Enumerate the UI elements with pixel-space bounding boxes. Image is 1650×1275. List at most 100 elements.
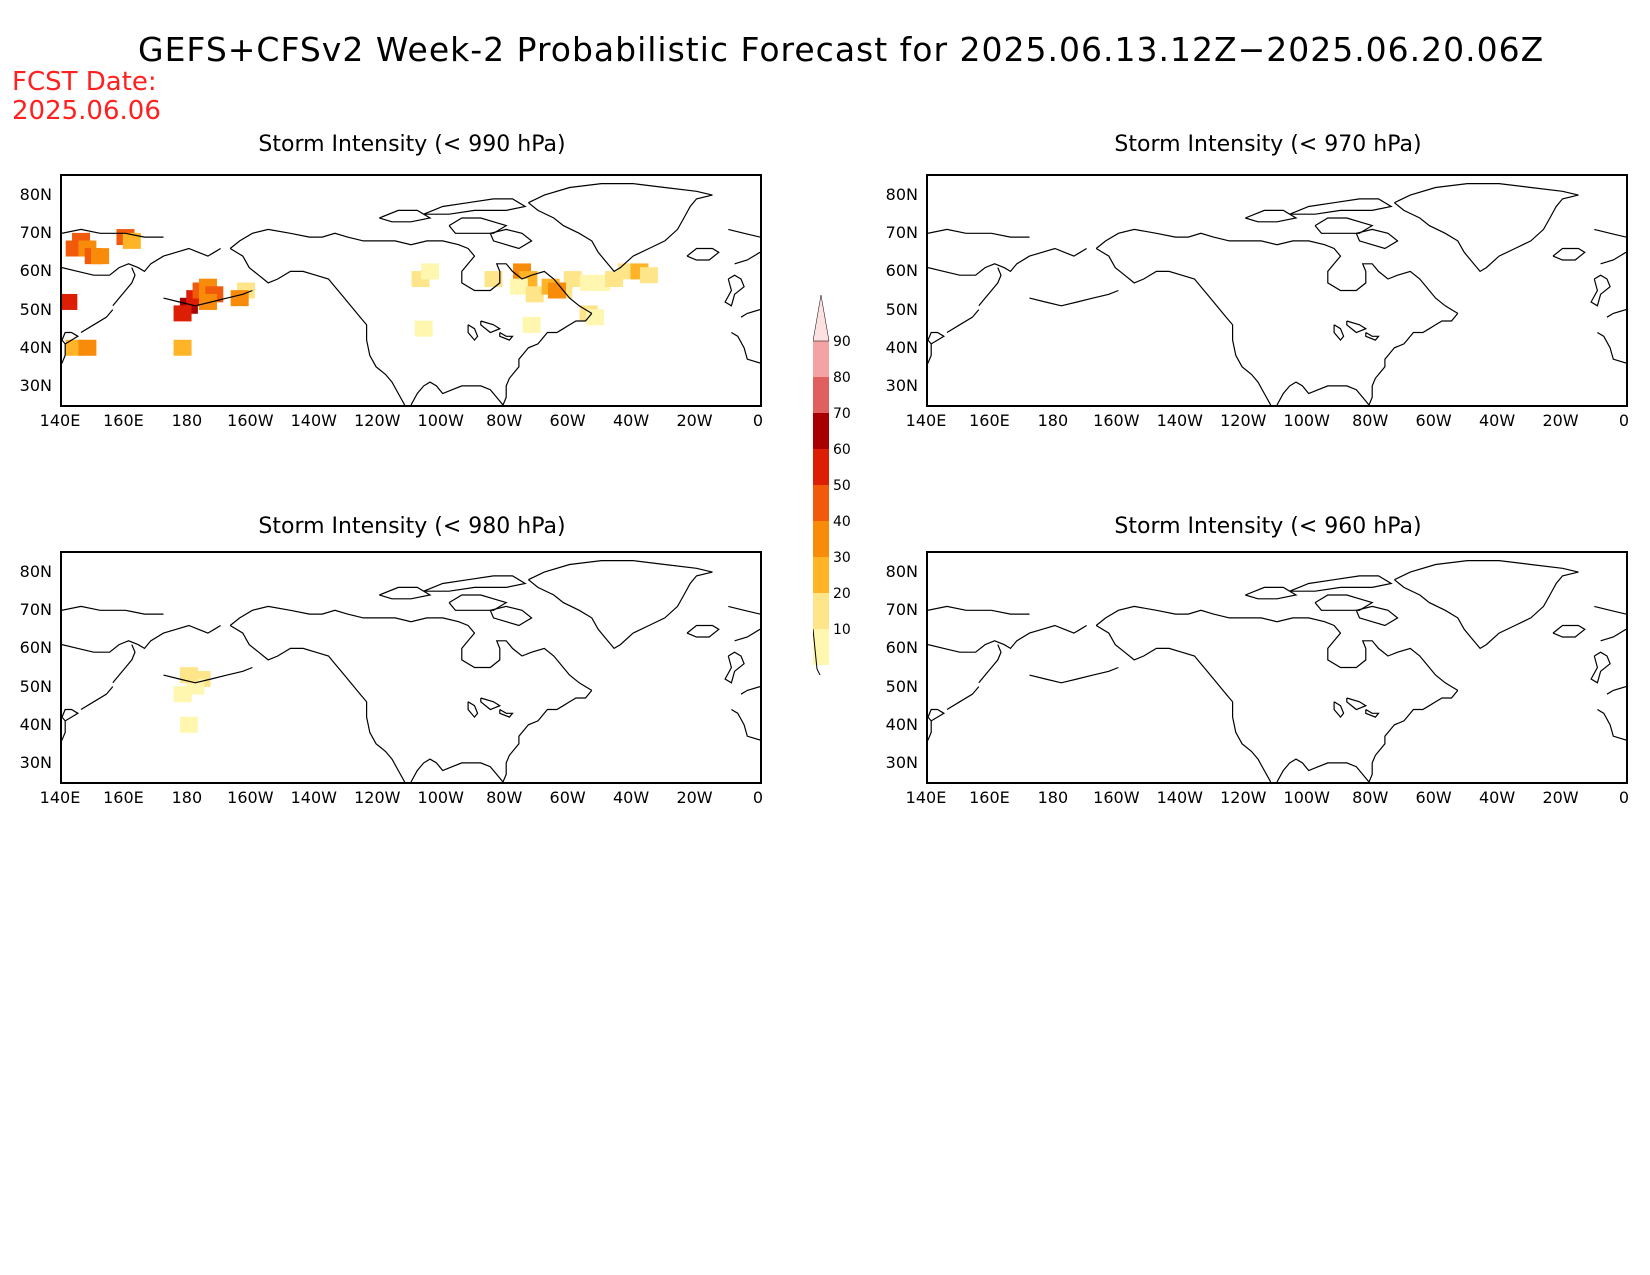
coastline xyxy=(480,697,502,711)
coastline xyxy=(1394,182,1579,273)
coastline xyxy=(229,247,406,405)
coastline xyxy=(978,644,1002,684)
lat-tick-label: 40N xyxy=(19,714,52,734)
coastline xyxy=(1590,274,1611,307)
coastline xyxy=(1594,228,1626,238)
lon-tick-label: 160E xyxy=(969,788,1010,807)
probability-cell xyxy=(179,716,198,733)
colorbar-level-label: 50 xyxy=(833,478,851,494)
colorbar-segment xyxy=(813,413,829,449)
coastline xyxy=(480,320,502,334)
lon-tick-label: 120W xyxy=(354,788,401,807)
coastline xyxy=(467,324,479,342)
coastline xyxy=(1095,605,1459,691)
probability-cell xyxy=(414,320,433,337)
lon-tick-label: 160W xyxy=(1093,411,1140,430)
lon-tick-label: 60W xyxy=(549,411,586,430)
coastline xyxy=(163,666,253,684)
coastline xyxy=(1333,324,1345,342)
coastline xyxy=(1600,251,1626,265)
coastline xyxy=(724,274,745,307)
coastline xyxy=(686,247,720,261)
lon-tick-label: 140W xyxy=(1156,788,1203,807)
coastline xyxy=(734,628,760,642)
coastline xyxy=(1245,209,1298,223)
coastline xyxy=(1095,624,1272,782)
coastline xyxy=(1314,594,1374,611)
colorbar-level-label: 80 xyxy=(833,370,851,386)
coastline xyxy=(62,708,80,722)
coastline xyxy=(502,690,593,782)
probability-cell xyxy=(563,271,582,288)
lon-tick-label: 140W xyxy=(1156,411,1203,430)
coastline xyxy=(423,198,527,215)
lon-tick-label: 140E xyxy=(39,788,81,807)
coastline xyxy=(724,651,745,684)
coastline xyxy=(80,686,114,711)
probability-cell xyxy=(522,316,541,333)
lon-tick-label: 80W xyxy=(1352,411,1389,430)
coastline xyxy=(728,605,760,615)
colorbar-segment xyxy=(813,377,829,413)
panel-title-990: Storm Intensity (< 990 hPa) xyxy=(258,132,566,157)
coastline xyxy=(946,686,980,711)
colorbar-level-label: 90 xyxy=(833,334,851,350)
map-svg xyxy=(62,559,760,782)
lon-tick-label: 140E xyxy=(905,788,947,807)
coastline xyxy=(528,559,713,650)
coastline xyxy=(1029,666,1119,684)
coastline xyxy=(1289,575,1393,592)
probability-cell xyxy=(122,232,141,249)
lat-tick-label: 70N xyxy=(885,223,918,243)
coastline xyxy=(1289,198,1393,215)
coastline xyxy=(62,247,221,276)
lat-tick-label: 70N xyxy=(885,600,918,620)
lon-tick-label: 180 xyxy=(1037,411,1069,430)
coastline xyxy=(978,267,1002,307)
coastline xyxy=(928,624,1087,653)
coastline xyxy=(1355,605,1399,627)
lat-tick-label: 70N xyxy=(19,600,52,620)
lon-tick-label: 80W xyxy=(486,788,523,807)
coastline xyxy=(423,575,527,592)
coastline xyxy=(163,289,253,307)
lon-tick-label: 0 xyxy=(752,788,764,807)
coastline xyxy=(740,686,760,695)
coastline xyxy=(1368,313,1459,405)
map-panel-970 xyxy=(926,174,1628,407)
colorbar-segment xyxy=(812,294,830,342)
colorbar-segment xyxy=(813,485,829,521)
coastline xyxy=(112,644,136,684)
coastline xyxy=(928,708,946,722)
probability-cell xyxy=(525,286,544,303)
coastline xyxy=(1095,247,1272,405)
lon-tick-label: 80W xyxy=(486,411,523,430)
lat-tick-label: 60N xyxy=(19,261,52,281)
coastline xyxy=(1394,559,1579,650)
lon-tick-label: 180 xyxy=(171,411,203,430)
lon-tick-label: 40W xyxy=(1478,788,1516,807)
probability-cell xyxy=(173,305,192,322)
lon-tick-label: 160W xyxy=(1093,788,1140,807)
lon-tick-label: 180 xyxy=(1037,788,1069,807)
lon-tick-label: 160W xyxy=(227,411,274,430)
coastline xyxy=(1365,331,1380,341)
map-svg xyxy=(62,182,760,405)
lat-tick-label: 50N xyxy=(19,299,52,319)
probability-cell xyxy=(484,271,503,288)
coastline xyxy=(1095,228,1459,314)
coastline xyxy=(467,701,479,719)
colorbar-level-label: 10 xyxy=(833,622,851,638)
coastline xyxy=(1346,697,1368,711)
coastline xyxy=(1368,690,1459,782)
lon-tick-label: 0 xyxy=(1618,411,1630,430)
coastline xyxy=(1314,217,1374,234)
lon-tick-label: 20W xyxy=(676,411,713,430)
coastline xyxy=(1600,628,1626,642)
coastline xyxy=(1276,758,1370,782)
coastline xyxy=(379,209,432,223)
colorbar-tail xyxy=(812,628,822,678)
lat-tick-label: 50N xyxy=(19,676,52,696)
coastline xyxy=(928,247,1087,276)
probability-cell xyxy=(179,667,198,684)
